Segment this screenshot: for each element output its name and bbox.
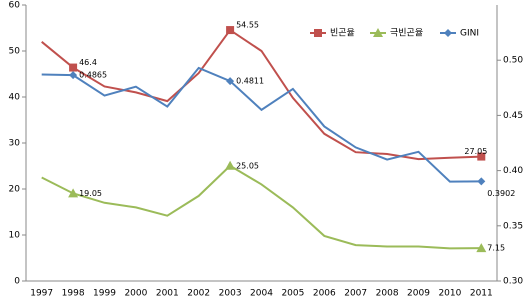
marker [444, 29, 452, 37]
y2-tick-label: 0.45 [503, 111, 523, 121]
legend-label: 극빈곤율 [390, 28, 423, 39]
y-tick-label: 10 [9, 231, 21, 241]
series-line [41, 66, 482, 183]
data-label: 0.3902 [487, 189, 515, 198]
y2-tick-label: 0.40 [503, 166, 523, 176]
marker [477, 177, 486, 186]
x-tick-label: 2000 [124, 289, 147, 299]
y-tick-label: 50 [9, 47, 21, 57]
x-tick-label: 1998 [62, 289, 85, 299]
legend-label: 빈곤율 [330, 28, 355, 39]
data-label: 7.15 [487, 244, 505, 253]
data-label: 27.05 [464, 147, 487, 156]
x-tick-label: 2001 [156, 289, 179, 299]
marker [226, 77, 235, 86]
data-label: 0.4865 [79, 71, 107, 80]
x-tick-label: 1999 [93, 289, 116, 299]
data-label: 0.4811 [236, 77, 264, 86]
y2-tick-label: 0.50 [503, 56, 523, 66]
x-tick-label: 2005 [281, 289, 304, 299]
marker [477, 152, 486, 161]
y2-tick-label: 0.30 [503, 277, 523, 287]
marker [373, 28, 383, 37]
marker [476, 243, 487, 253]
series-line [41, 164, 482, 250]
marker [314, 29, 322, 37]
marker [225, 160, 236, 170]
y-tick-label: 20 [9, 185, 21, 195]
marker [69, 71, 78, 80]
x-tick-label: 2004 [250, 289, 273, 299]
x-tick-label: 2011 [470, 289, 493, 299]
y-tick-label: 30 [9, 139, 21, 149]
marker [69, 63, 78, 72]
marker [226, 26, 235, 35]
legend-label: GINI [460, 29, 479, 39]
x-tick-label: 2007 [344, 289, 367, 299]
y-tick-label: 40 [9, 93, 21, 103]
y-tick-label: 60 [9, 1, 21, 11]
y-tick-label: 0 [14, 277, 20, 287]
x-tick-label: 2006 [313, 289, 336, 299]
data-label: 46.4 [79, 58, 97, 67]
x-tick-label: 1997 [30, 289, 53, 299]
data-label: 19.05 [79, 189, 102, 198]
marker [68, 188, 79, 198]
data-label: 54.55 [236, 21, 259, 30]
x-tick-label: 2008 [376, 289, 399, 299]
x-tick-label: 2009 [407, 289, 430, 299]
series-line [41, 28, 482, 161]
x-tick-label: 2003 [219, 289, 242, 299]
x-tick-label: 2002 [187, 289, 210, 299]
y2-tick-label: 0.35 [503, 221, 523, 231]
x-tick-label: 2010 [438, 289, 461, 299]
data-label: 25.05 [236, 161, 259, 170]
